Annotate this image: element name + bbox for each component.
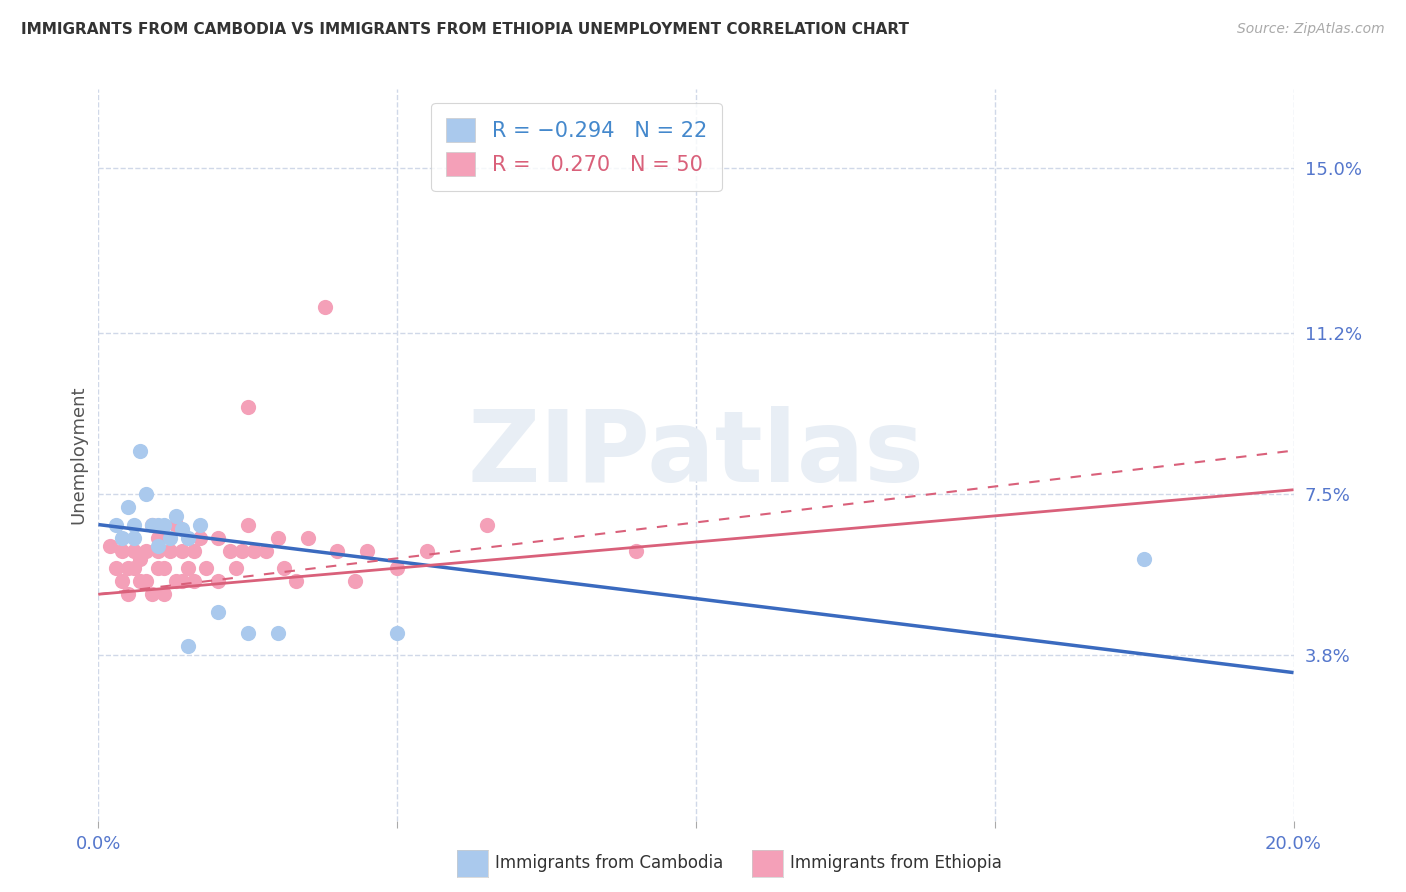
Text: IMMIGRANTS FROM CAMBODIA VS IMMIGRANTS FROM ETHIOPIA UNEMPLOYMENT CORRELATION CH: IMMIGRANTS FROM CAMBODIA VS IMMIGRANTS F…: [21, 22, 910, 37]
Point: [129, 552, 152, 566]
Point: [177, 531, 200, 545]
Point: [165, 574, 187, 589]
Point: [1133, 552, 1156, 566]
Point: [129, 443, 152, 458]
Point: [165, 508, 187, 523]
Point: [159, 543, 181, 558]
Point: [117, 587, 139, 601]
Text: Source: ZipAtlas.com: Source: ZipAtlas.com: [1237, 22, 1385, 37]
Point: [124, 561, 146, 575]
Point: [117, 561, 139, 575]
Point: [135, 487, 157, 501]
Point: [111, 574, 134, 589]
Point: [236, 517, 259, 532]
Point: [124, 543, 146, 558]
Point: [273, 561, 295, 575]
Point: [243, 543, 266, 558]
Point: [111, 531, 134, 545]
Point: [159, 531, 181, 545]
Point: [183, 574, 205, 589]
Point: [141, 517, 163, 532]
Text: ZIPatlas: ZIPatlas: [468, 407, 924, 503]
Point: [416, 543, 439, 558]
Point: [148, 531, 170, 545]
Point: [141, 517, 163, 532]
Point: [284, 574, 307, 589]
Point: [111, 543, 134, 558]
Point: [135, 574, 157, 589]
Point: [172, 522, 194, 536]
Point: [236, 626, 259, 640]
Point: [385, 626, 409, 640]
Point: [100, 539, 122, 553]
Point: [177, 640, 200, 654]
Point: [254, 543, 277, 558]
Point: [385, 561, 409, 575]
Point: [148, 561, 170, 575]
Point: [188, 517, 211, 532]
Point: [124, 517, 146, 532]
Point: [207, 531, 229, 545]
Point: [148, 517, 170, 532]
Point: [315, 300, 337, 314]
Point: [177, 561, 200, 575]
Point: [183, 543, 205, 558]
Point: [153, 517, 176, 532]
Point: [207, 605, 229, 619]
Point: [124, 531, 146, 545]
Point: [219, 543, 242, 558]
Point: [626, 543, 648, 558]
Point: [326, 543, 349, 558]
Point: [236, 400, 259, 414]
Y-axis label: Unemployment: Unemployment: [69, 385, 87, 524]
Point: [225, 561, 247, 575]
Point: [148, 543, 170, 558]
Point: [153, 587, 176, 601]
Legend: R = −0.294   N = 22, R =   0.270   N = 50: R = −0.294 N = 22, R = 0.270 N = 50: [432, 103, 721, 191]
Point: [475, 517, 498, 532]
Point: [356, 543, 378, 558]
Point: [172, 543, 194, 558]
Point: [344, 574, 367, 589]
Point: [172, 574, 194, 589]
Point: [188, 531, 211, 545]
Point: [141, 587, 163, 601]
Point: [105, 561, 128, 575]
Point: [267, 626, 290, 640]
Point: [129, 574, 152, 589]
Point: [148, 539, 170, 553]
Point: [297, 531, 319, 545]
Text: Immigrants from Ethiopia: Immigrants from Ethiopia: [790, 855, 1002, 872]
Point: [105, 517, 128, 532]
Point: [153, 561, 176, 575]
Text: Immigrants from Cambodia: Immigrants from Cambodia: [495, 855, 723, 872]
Point: [231, 543, 253, 558]
Point: [207, 574, 229, 589]
Point: [135, 543, 157, 558]
Point: [267, 531, 290, 545]
Point: [195, 561, 218, 575]
Point: [117, 500, 139, 515]
Point: [165, 517, 187, 532]
